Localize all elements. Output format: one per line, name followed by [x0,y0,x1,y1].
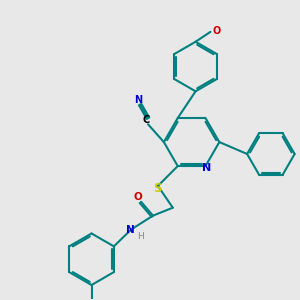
Text: H: H [137,232,143,241]
Text: O: O [212,26,221,36]
Text: S: S [153,182,161,195]
Text: N: N [126,226,135,236]
Text: O: O [134,192,142,202]
Text: N: N [202,163,212,173]
Text: N: N [134,95,142,106]
Text: C: C [142,115,150,125]
